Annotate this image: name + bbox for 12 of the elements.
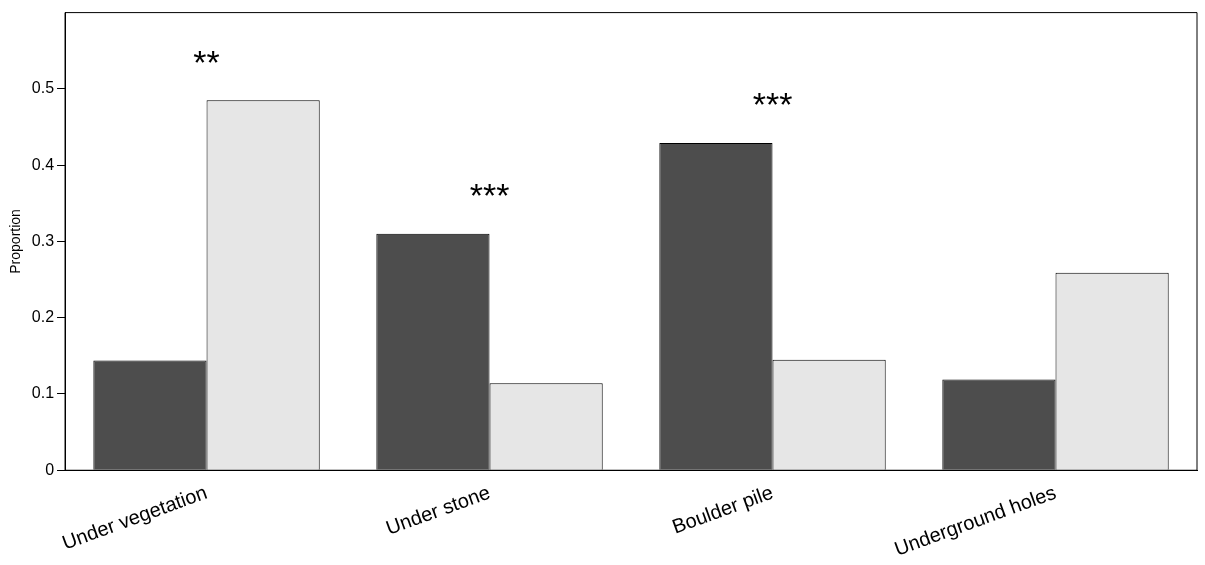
y-tick-label: 0.1 xyxy=(31,384,55,402)
annotation: *** xyxy=(752,85,793,124)
y-tick-label: 0.2 xyxy=(31,308,55,326)
y-axis-title: Proportion xyxy=(7,209,24,274)
annotation: ** xyxy=(193,42,220,81)
x-tick-label: Under stone xyxy=(382,480,493,539)
annotation: *** xyxy=(469,176,510,215)
y-tick-label: 0.4 xyxy=(31,155,55,173)
y-tick-label: 0 xyxy=(45,460,55,478)
y-tick-label: 0.5 xyxy=(31,79,55,97)
x-tick-label: Boulder pile xyxy=(668,480,776,538)
y-tick-label: 0.3 xyxy=(31,231,55,249)
